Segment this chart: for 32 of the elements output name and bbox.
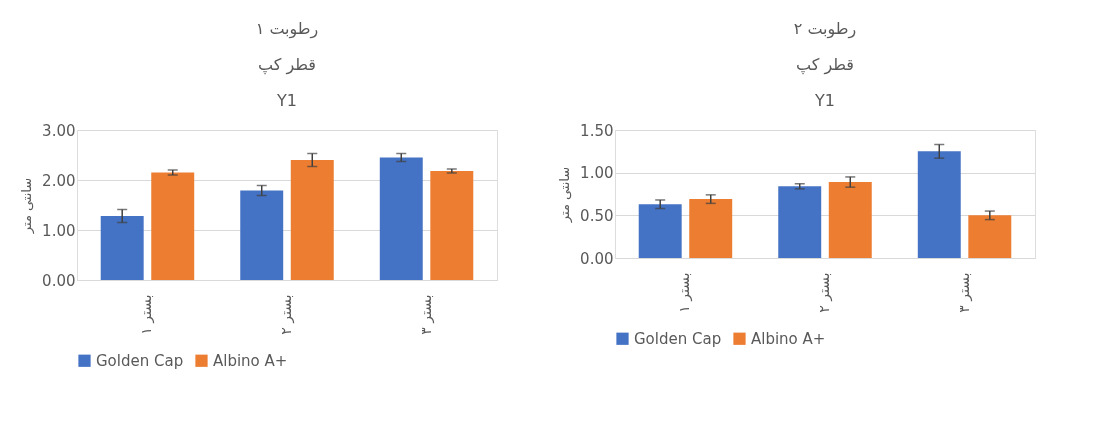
y-tick-label: 0.50 <box>580 206 614 225</box>
y-tick-label: 2.00 <box>42 171 76 190</box>
x-tick-label: بستر ۲ <box>816 272 833 313</box>
y-tick-label: 1.00 <box>580 164 614 183</box>
bar <box>917 151 961 258</box>
bar <box>430 171 474 280</box>
bar <box>240 190 284 280</box>
bar <box>968 215 1012 258</box>
x-tick-label: بستر ۲ <box>278 294 295 335</box>
y-tick-label: 0.00 <box>42 271 76 290</box>
x-tick-label: بستر ۱ <box>138 294 156 335</box>
legend-label: Golden Cap <box>96 351 184 370</box>
legend-label: Golden Cap <box>634 329 722 348</box>
y-axis-title: سانتی متر <box>19 177 36 235</box>
y-tick-label: 1.00 <box>42 221 76 240</box>
y-tick-label: 3.00 <box>42 121 76 140</box>
bar <box>379 157 423 280</box>
y-tick-label: 0.00 <box>580 249 614 268</box>
bar <box>638 204 682 258</box>
bar <box>151 172 195 280</box>
y-axis-title: سانتی متر <box>557 166 574 224</box>
bar <box>828 182 872 258</box>
x-tick-label: بستر ۳ <box>955 272 973 313</box>
x-tick-label: بستر ۳ <box>417 294 435 335</box>
bar <box>100 216 144 280</box>
bar <box>290 160 334 280</box>
legend-label: Albino A+ <box>751 329 826 348</box>
bar <box>778 186 822 258</box>
legend-label: Albino A+ <box>213 351 288 370</box>
x-tick-label: بستر ۱ <box>676 272 694 313</box>
y-tick-label: 1.50 <box>580 121 614 140</box>
bar <box>689 199 733 258</box>
